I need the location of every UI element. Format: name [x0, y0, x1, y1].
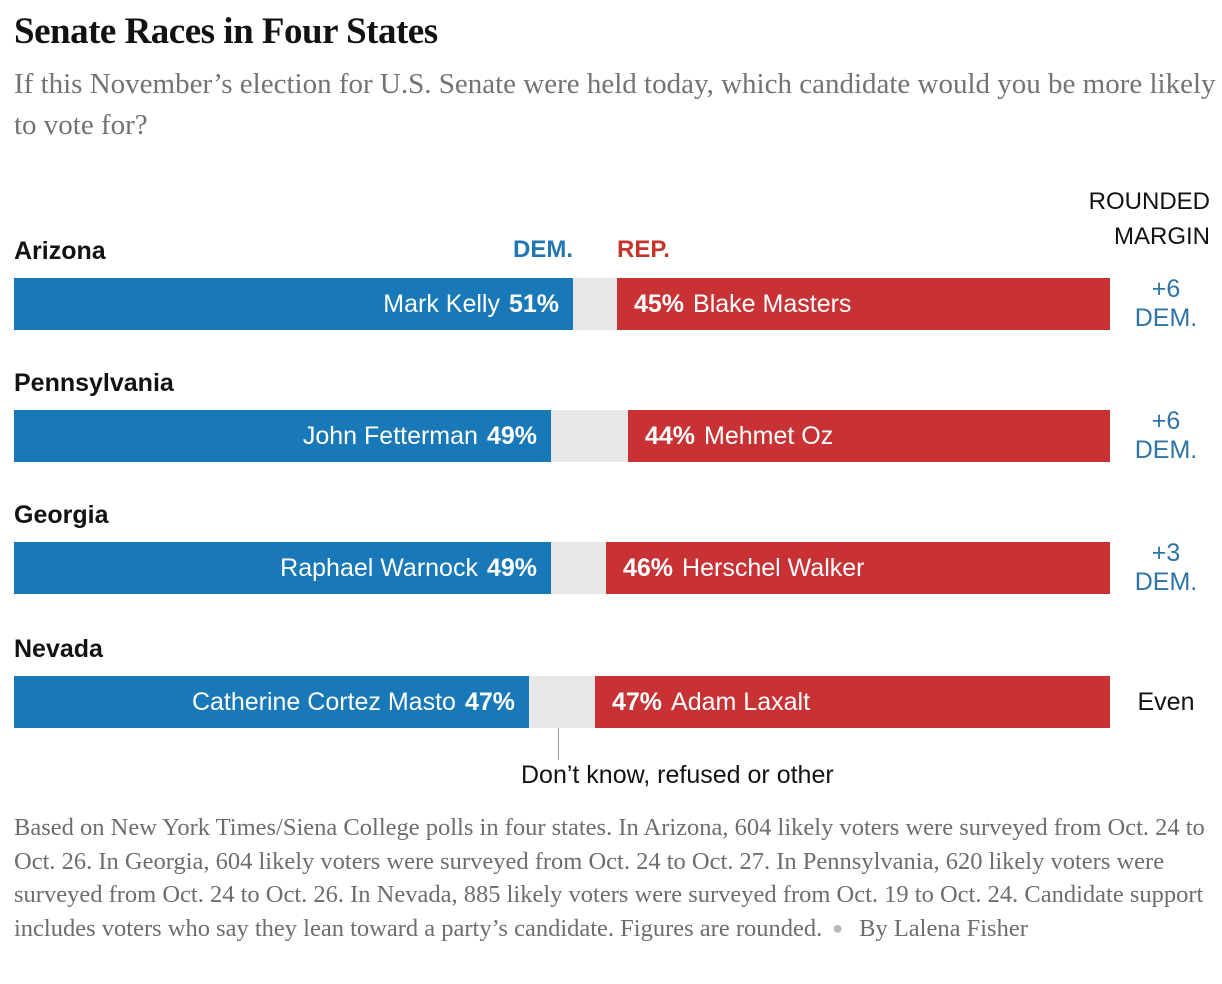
- rep-bar: 46% Herschel Walker: [606, 542, 1110, 594]
- dem-candidate-name: Catherine Cortez Masto: [191, 687, 456, 716]
- rounded-margin-value: Even: [1110, 676, 1222, 728]
- dem-candidate-name: John Fetterman: [302, 421, 478, 450]
- page-title: Senate Races in Four States: [14, 11, 438, 52]
- dem-candidate-name: Mark Kelly: [383, 289, 500, 318]
- margin-value-line2: DEM.: [1134, 304, 1198, 332]
- margin-value-line1: +3: [1151, 539, 1181, 567]
- dem-candidate-name: Raphael Warnock: [280, 553, 478, 582]
- race-row-georgia: Georgia Raphael Warnock 49% 46% Herschel…: [0, 500, 1222, 596]
- margin-value-line1: Even: [1137, 687, 1195, 716]
- dem-bar: John Fetterman 49%: [14, 410, 551, 462]
- rep-bar: 47% Adam Laxalt: [595, 676, 1110, 728]
- dem-column-label: DEM.: [513, 236, 573, 263]
- rep-column-label: REP.: [617, 236, 670, 263]
- rounded-margin-line1: ROUNDED: [1088, 188, 1210, 215]
- margin-value-line2: DEM.: [1134, 436, 1198, 464]
- dem-bar: Mark Kelly 51%: [14, 278, 573, 330]
- byline: By Lalena Fisher: [859, 914, 1028, 942]
- other-gap-bar: Raphael Warnock 49% 46% Herschel Walker: [14, 542, 1110, 594]
- dem-percent: 51%: [508, 289, 559, 318]
- chart-subtitle-question: If this November’s election for U.S. Sen…: [14, 68, 1216, 141]
- race-row-nevada: Nevada Catherine Cortez Masto 47% 47% Ad…: [0, 634, 1222, 728]
- annotation-leader-line: [558, 728, 559, 760]
- margin-value-line2: DEM.: [1134, 568, 1198, 596]
- rounded-margin-value: +6 DEM.: [1110, 275, 1222, 332]
- rep-percent: 44%: [645, 421, 696, 450]
- rep-percent: 45%: [634, 289, 685, 318]
- rounded-margin-line2: MARGIN: [1114, 223, 1210, 250]
- state-label: Nevada: [14, 635, 103, 663]
- dem-percent: 49%: [486, 553, 537, 582]
- dem-bar: Raphael Warnock 49%: [14, 542, 551, 594]
- race-row-pennsylvania: Pennsylvania John Fetterman 49% 44% Mehm…: [0, 368, 1222, 464]
- rounded-margin-column-header: ROUNDED MARGIN: [1089, 184, 1210, 254]
- source-note: Based on New York Times/Siena College po…: [14, 811, 1214, 945]
- other-gap-bar: Mark Kelly 51% 45% Blake Masters: [14, 278, 1110, 330]
- other-gap-bar: John Fetterman 49% 44% Mehmet Oz: [14, 410, 1110, 462]
- dem-percent: 49%: [486, 421, 537, 450]
- rounded-margin-value: +6 DEM.: [1110, 407, 1222, 464]
- margin-value-line1: +6: [1151, 275, 1181, 303]
- methodology-note: Based on New York Times/Siena College po…: [14, 814, 1205, 942]
- margin-value-line1: +6: [1151, 407, 1181, 435]
- rep-percent: 47%: [612, 687, 663, 716]
- rep-candidate-name: Adam Laxalt: [671, 687, 811, 716]
- rep-candidate-name: Herschel Walker: [682, 553, 865, 582]
- other-gap-bar: Catherine Cortez Masto 47% 47% Adam Laxa…: [14, 676, 1110, 728]
- rep-bar: 44% Mehmet Oz: [628, 410, 1110, 462]
- state-label: Pennsylvania: [14, 369, 174, 397]
- race-row-arizona: Arizona Mark Kelly 51% 45% Blake Masters…: [0, 236, 1222, 332]
- rounded-margin-value: +3 DEM.: [1110, 539, 1222, 596]
- rep-candidate-name: Mehmet Oz: [704, 421, 834, 450]
- dem-bar: Catherine Cortez Masto 47%: [14, 676, 529, 728]
- state-label: Georgia: [14, 501, 109, 529]
- dem-percent: 47%: [464, 687, 515, 716]
- other-gap-annotation: Don’t know, refused or other: [521, 761, 834, 789]
- rep-candidate-name: Blake Masters: [693, 289, 852, 318]
- bullet-separator-icon: ●: [832, 917, 844, 938]
- rep-percent: 46%: [623, 553, 674, 582]
- state-label: Arizona: [14, 237, 106, 265]
- rep-bar: 45% Blake Masters: [617, 278, 1110, 330]
